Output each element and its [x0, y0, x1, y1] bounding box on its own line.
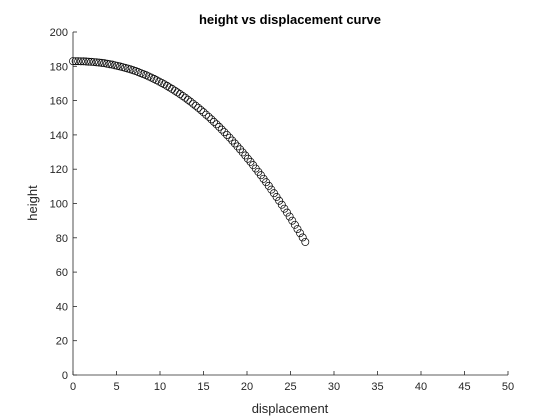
- x-tick-label: 10: [154, 381, 166, 393]
- data-point: [173, 88, 182, 97]
- x-tick-label: 0: [70, 381, 76, 393]
- data-point: [204, 112, 213, 121]
- x-tick-label: 45: [458, 381, 470, 393]
- x-tick-label: 25: [284, 381, 296, 393]
- data-point: [87, 57, 96, 66]
- data-point: [170, 86, 179, 95]
- data-point: [105, 60, 114, 69]
- data-point: [79, 57, 88, 66]
- y-tick-label: 200: [50, 27, 68, 39]
- y-tick-label: 20: [56, 336, 68, 348]
- axes: [72, 32, 508, 376]
- data-point: [290, 220, 299, 229]
- y-axis-label: height: [25, 185, 40, 221]
- y-tick-label: 160: [50, 96, 68, 108]
- data-point: [181, 93, 190, 102]
- data-point: [212, 120, 221, 129]
- chart-title: height vs displacement curve: [199, 12, 381, 27]
- data-point: [243, 154, 252, 163]
- data-point: [157, 78, 166, 87]
- data-point: [176, 90, 184, 99]
- x-tick-label: 35: [371, 381, 383, 393]
- data-point: [121, 63, 130, 72]
- x-tick-label: 50: [502, 381, 514, 393]
- data-points: [69, 57, 310, 246]
- x-tick-label: 40: [415, 381, 427, 393]
- data-point: [152, 76, 161, 85]
- data-point: [149, 74, 158, 83]
- y-tick-label: 100: [50, 199, 68, 211]
- data-point: [293, 225, 302, 234]
- y-tick-label: 140: [50, 130, 68, 142]
- data-point: [89, 58, 98, 66]
- data-point: [74, 57, 83, 66]
- y-tick-label: 60: [56, 267, 68, 279]
- data-point: [155, 77, 164, 86]
- data-point: [186, 97, 195, 106]
- y-tick-label: 40: [56, 301, 68, 313]
- data-point: [95, 58, 104, 67]
- data-point: [183, 95, 192, 104]
- data-point: [238, 148, 247, 157]
- data-point: [116, 62, 124, 71]
- data-point: [189, 99, 198, 108]
- data-point: [100, 59, 109, 68]
- x-axis-label: displacement: [252, 401, 329, 416]
- data-point: [102, 59, 111, 68]
- data-point: [207, 115, 216, 124]
- data-point: [285, 212, 294, 221]
- data-point: [202, 110, 211, 119]
- data-point: [84, 57, 93, 66]
- data-point: [288, 216, 297, 225]
- x-tick-label: 30: [328, 381, 340, 393]
- data-point: [92, 58, 101, 67]
- y-tick-label: 80: [56, 233, 68, 245]
- data-point: [71, 57, 80, 66]
- data-point: [275, 196, 284, 205]
- ticks: 0 5 10 15 20 25 30 35 40 45 50 0 20 40 60 80 100 120 140 16…: [50, 27, 514, 393]
- data-point: [69, 57, 77, 66]
- data-point: [280, 204, 289, 213]
- data-point: [236, 145, 244, 154]
- data-point: [82, 57, 91, 66]
- x-tick-label: 15: [197, 381, 209, 393]
- data-point: [217, 125, 226, 134]
- data-point: [110, 61, 119, 70]
- y-tick-label: 0: [62, 370, 68, 382]
- data-point: [76, 57, 85, 66]
- data-point: [228, 136, 237, 145]
- data-point: [209, 117, 218, 126]
- data-point: [283, 208, 291, 217]
- y-tick-label: 180: [50, 61, 68, 73]
- data-point: [165, 83, 174, 92]
- x-tick-label: 5: [113, 381, 119, 393]
- data-point: [223, 130, 231, 139]
- data-point: [298, 233, 307, 242]
- data-point: [178, 92, 187, 100]
- data-point: [199, 108, 208, 117]
- data-point: [191, 101, 200, 110]
- data-point: [168, 84, 177, 93]
- data-point: [225, 133, 234, 142]
- data-point: [194, 103, 203, 112]
- data-point: [296, 229, 305, 238]
- data-point: [220, 128, 229, 137]
- y-tick-label: 120: [50, 164, 68, 176]
- data-point: [230, 139, 239, 148]
- data-point: [118, 63, 127, 72]
- data-point: [277, 200, 286, 209]
- data-point: [163, 81, 171, 90]
- data-point: [233, 142, 242, 151]
- data-point: [196, 106, 205, 114]
- x-tick-label: 20: [241, 381, 253, 393]
- data-point: [97, 58, 106, 67]
- data-point: [215, 122, 224, 131]
- data-point: [301, 237, 310, 246]
